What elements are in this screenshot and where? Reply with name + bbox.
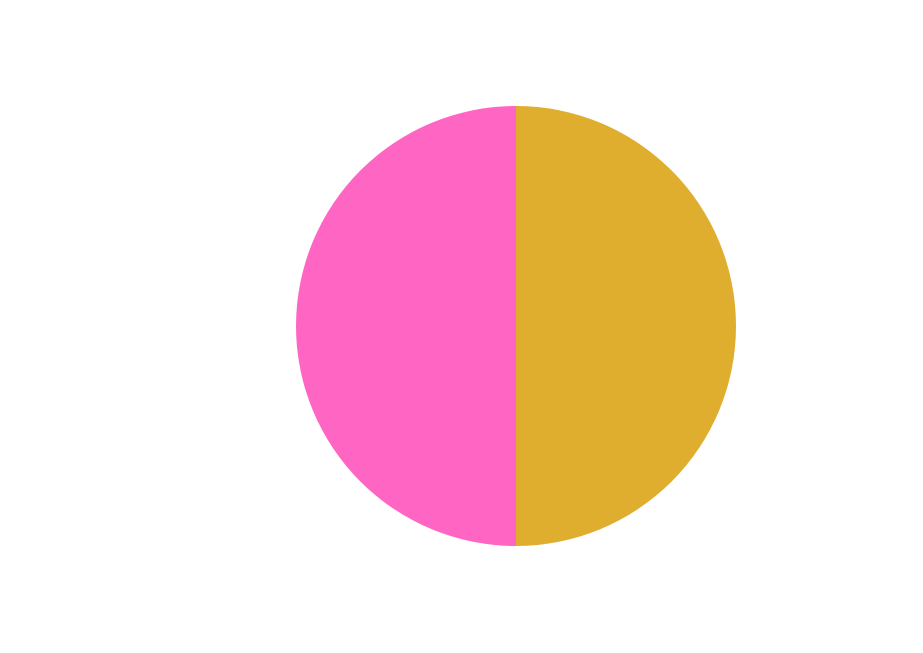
pie-slice-1 [516, 106, 736, 546]
pie-slice-2 [296, 106, 516, 546]
